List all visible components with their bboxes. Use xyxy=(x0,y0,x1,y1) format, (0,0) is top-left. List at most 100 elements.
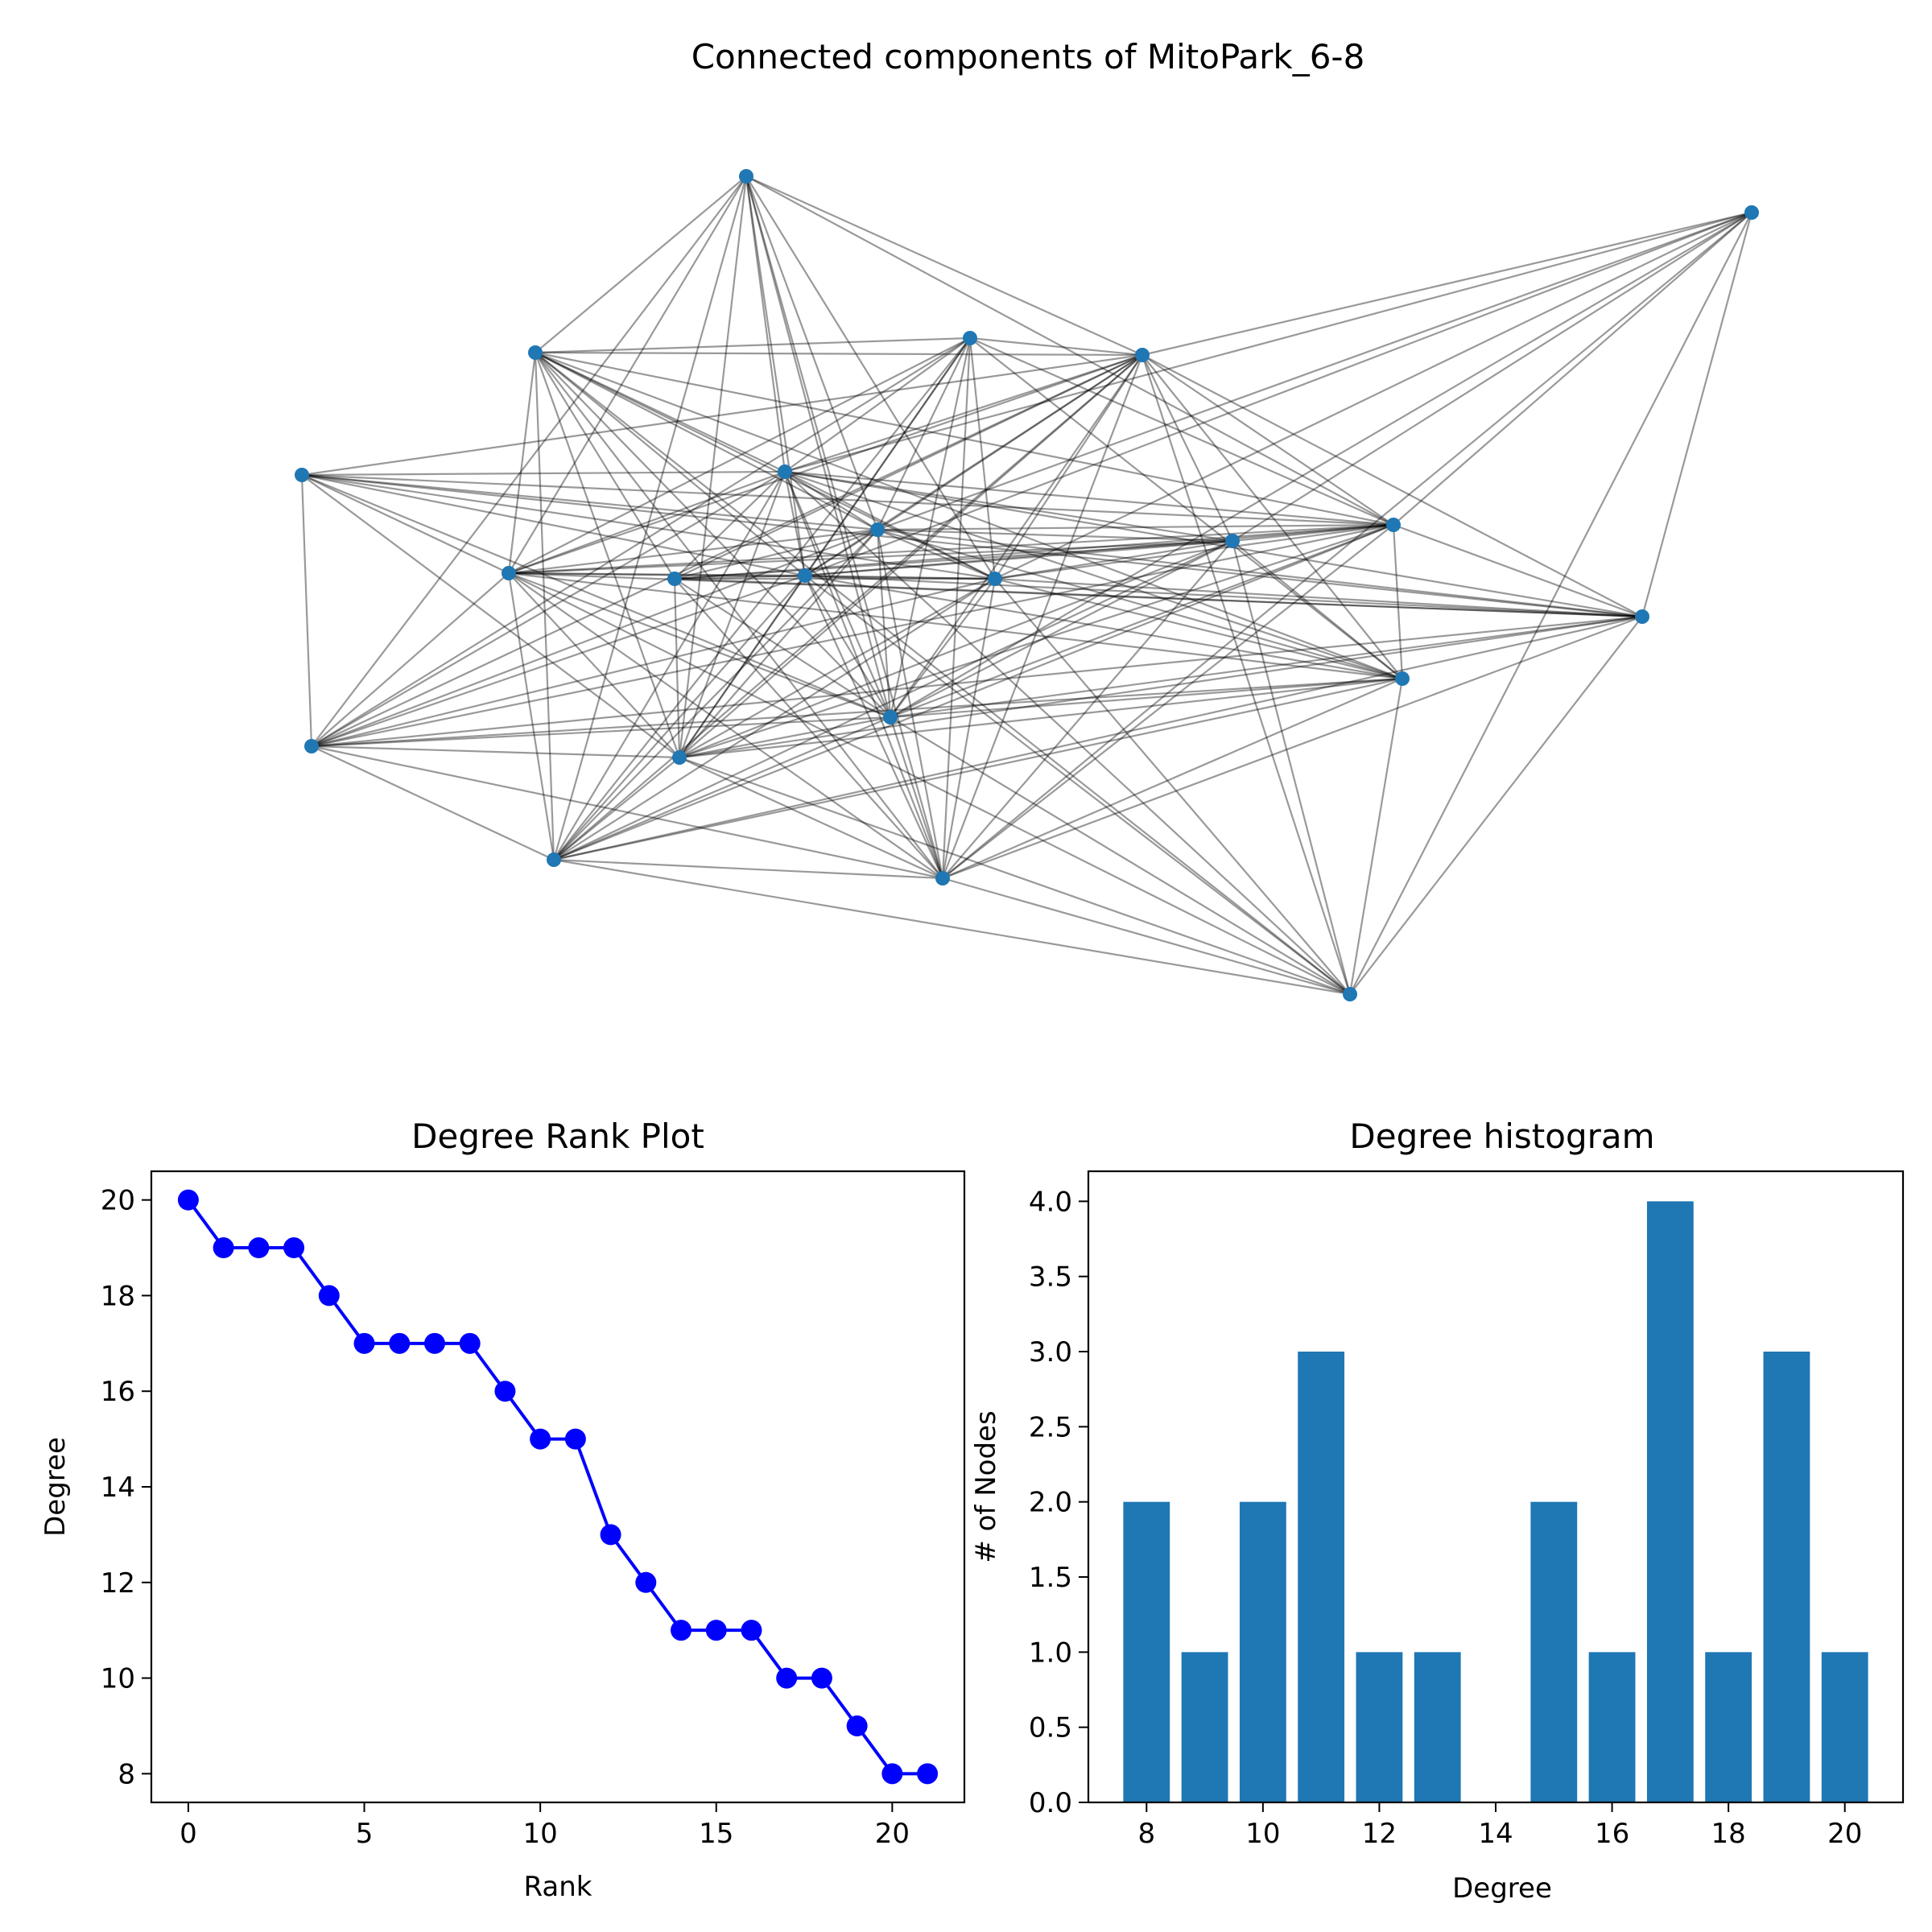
network-edge xyxy=(553,523,1394,861)
network-edge xyxy=(994,212,1752,580)
network-edge xyxy=(994,578,1351,995)
rank-point xyxy=(917,1763,939,1785)
histogram-x-tick-label: 16 xyxy=(1595,1818,1629,1850)
network-edge xyxy=(673,578,681,758)
network-edge xyxy=(508,572,680,758)
network-edge xyxy=(535,352,675,580)
network-node xyxy=(739,169,753,184)
network-node xyxy=(672,750,687,765)
network-edge xyxy=(674,354,1143,580)
network-edge xyxy=(890,212,1752,718)
network-edge xyxy=(553,337,971,861)
network-edge xyxy=(942,524,1394,879)
network-edge xyxy=(890,677,1403,719)
histogram-bar xyxy=(1181,1652,1228,1802)
network-edge xyxy=(784,470,1643,618)
network-node xyxy=(778,464,792,479)
degree-rank-panel: Degree Rank Plot 0 5 10 15 20 8101214161820 … xyxy=(39,1117,966,1903)
network-edge xyxy=(1141,354,1352,995)
network-edge xyxy=(300,474,313,747)
histogram-bar xyxy=(1298,1352,1345,1802)
network-edge xyxy=(679,529,878,758)
network-edge xyxy=(941,337,972,879)
histogram-x-label: Degree xyxy=(1452,1872,1552,1905)
network-edge xyxy=(301,473,996,580)
network-node xyxy=(988,572,1002,586)
rank-point xyxy=(776,1667,798,1689)
network-edge xyxy=(941,578,997,879)
network-edge xyxy=(508,523,1394,575)
rank-x-label: Rank xyxy=(524,1871,592,1903)
network-node xyxy=(502,566,516,580)
histogram-x-ticks: 8 10 12 14 16 18 20 xyxy=(1137,1802,1862,1850)
network-edge xyxy=(783,471,807,576)
network-edge xyxy=(877,337,971,530)
rank-point xyxy=(811,1667,832,1689)
rank-y-tick-label: 14 xyxy=(101,1472,135,1504)
network-edge xyxy=(942,677,1403,880)
network-node xyxy=(1635,609,1649,624)
network-edge xyxy=(876,529,892,718)
network-node xyxy=(1225,534,1240,548)
network-node xyxy=(528,345,543,360)
histogram-y-tick-label: 1.0 xyxy=(1029,1637,1072,1669)
degree-histogram-panel: Degree histogram 8 10 12 14 16 18 20 0.0 0.5 1.0… xyxy=(970,1117,1905,1905)
rank-x-tick-label: 5 xyxy=(356,1818,374,1850)
network-edge xyxy=(311,528,878,748)
network-edge xyxy=(890,523,1394,719)
network-edge xyxy=(301,353,1143,477)
histogram-bars xyxy=(1123,1201,1868,1802)
network-edge xyxy=(553,471,786,861)
network-edge xyxy=(679,578,996,758)
rank-point xyxy=(494,1381,516,1402)
network-edge xyxy=(745,175,1394,526)
rank-y-ticks: 8 10 12 14 16 18 20 xyxy=(101,1185,151,1790)
network-edge xyxy=(679,615,1643,759)
network-nodes xyxy=(295,169,1759,1001)
network-edge xyxy=(535,352,943,879)
rank-x-tick-label: 15 xyxy=(699,1818,733,1850)
network-edge xyxy=(535,351,1143,357)
network-node xyxy=(1343,987,1357,1001)
histogram-title: Degree histogram xyxy=(1349,1117,1654,1156)
network-edge xyxy=(1141,354,1394,526)
histogram-y-tick-label: 1.5 xyxy=(1029,1562,1072,1594)
network-node xyxy=(883,710,898,724)
network-edge xyxy=(745,175,944,879)
network-edge xyxy=(508,539,1233,575)
network-edge xyxy=(674,574,806,580)
network-edge xyxy=(674,523,1394,580)
histogram-bar xyxy=(1705,1652,1752,1802)
network-edge xyxy=(679,539,1233,759)
rank-point xyxy=(846,1715,868,1736)
network-edge xyxy=(553,716,891,861)
network-edge xyxy=(535,352,1351,995)
network-edge xyxy=(877,523,1394,531)
network-edge xyxy=(674,528,878,580)
network-edge xyxy=(804,529,878,576)
network-edge xyxy=(679,337,971,758)
network-edge xyxy=(553,858,1351,996)
network-edge xyxy=(553,578,996,861)
network-edge xyxy=(553,858,943,880)
rank-x-ticks: 0 5 10 15 20 xyxy=(180,1802,910,1850)
network-node xyxy=(798,568,812,583)
network-panel: Connected components of MitoPark_6-8 xyxy=(295,37,1759,1001)
network-edge xyxy=(1141,211,1752,357)
network-edge xyxy=(301,474,510,574)
rank-point xyxy=(177,1189,199,1211)
network-edge xyxy=(804,354,1143,576)
network-edge xyxy=(784,471,878,530)
network-title: Connected components of MitoPark_6-8 xyxy=(691,37,1365,76)
network-node xyxy=(547,852,561,867)
rank-point xyxy=(318,1285,340,1307)
histogram-bar xyxy=(1356,1652,1403,1802)
network-edge xyxy=(745,175,879,530)
network-edge xyxy=(301,474,680,758)
network-edge xyxy=(508,572,891,719)
rank-point xyxy=(353,1332,375,1354)
network-edge xyxy=(311,523,1394,748)
rank-y-tick-label: 18 xyxy=(101,1280,135,1312)
network-edge xyxy=(804,574,1643,618)
